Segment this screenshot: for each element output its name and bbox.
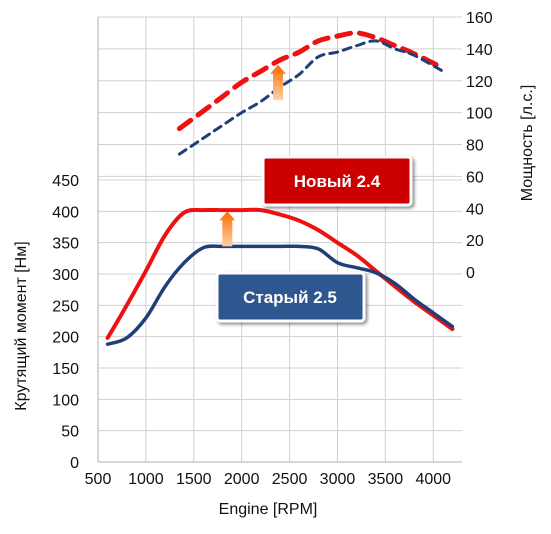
callout-new: Новый 2.4	[261, 155, 413, 207]
y-left-tick-label: 250	[52, 298, 79, 315]
series-power-old-line	[177, 39, 445, 156]
y-left-tick-label: 350	[52, 236, 79, 253]
series-torque-new-line	[105, 207, 455, 340]
x-tick-label: 2000	[224, 471, 260, 488]
y-axis-right-title: Мощность [л.с.]	[519, 85, 536, 202]
series-torque-old-line	[105, 244, 455, 346]
x-tick-label: 1000	[128, 471, 164, 488]
y-left-tick-label: 300	[52, 267, 79, 284]
y-left-tick-label: 200	[52, 330, 79, 347]
y-axis-left-title: Крутящий момент [Нм]	[13, 241, 30, 410]
series-power-new-line	[176, 30, 446, 132]
y-right-tick-label: 40	[466, 201, 484, 218]
x-tick-label: 3500	[368, 471, 404, 488]
y-left-tick-label: 450	[52, 173, 79, 190]
y-left-tick-label: 0	[70, 455, 79, 472]
x-tick-label: 1500	[176, 471, 212, 488]
y-right-tick-label: 120	[466, 74, 493, 91]
callout-old-box	[215, 271, 366, 323]
y-right-tick-label: 0	[466, 265, 475, 282]
callout-new-box	[261, 155, 413, 207]
y-left-tick-label: 50	[61, 424, 79, 441]
y-right-tick-label: 140	[466, 42, 493, 59]
y-left-tick-label: 150	[52, 361, 79, 378]
x-tick-label: 3000	[320, 471, 356, 488]
callout-old-label: Старый 2.5	[243, 288, 337, 307]
x-tick-label: 500	[85, 471, 112, 488]
y-right-tick-label: 160	[466, 10, 493, 27]
series-group	[105, 30, 455, 346]
y-right-tick-label: 60	[466, 169, 484, 186]
y-left-tick-label: 400	[52, 204, 79, 221]
callout-old: Старый 2.5	[215, 271, 366, 323]
callout-new-label: Новый 2.4	[294, 172, 381, 191]
y-right-tick-label: 80	[466, 138, 484, 155]
improvement-arrow-2	[270, 64, 287, 100]
y-right-tick-label: 20	[466, 233, 484, 250]
axes: 500 1000 1500 2000 2500 3000 3500 4000050100150…	[52, 10, 493, 488]
y-right-tick-label: 100	[466, 106, 493, 123]
y-left-tick-label: 100	[52, 392, 79, 409]
improvement-arrow-1	[219, 211, 236, 247]
arrows	[219, 64, 287, 247]
x-tick-label: 4000	[415, 471, 451, 488]
x-axis-title: Engine [RPM]	[219, 501, 318, 518]
x-tick-label: 2500	[272, 471, 308, 488]
